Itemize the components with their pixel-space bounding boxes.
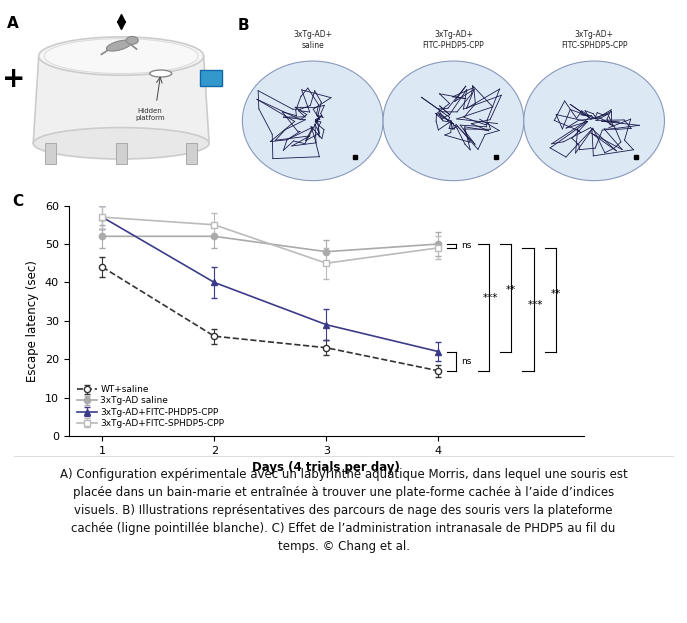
Ellipse shape [106,40,131,51]
Text: 3xTg-AD+
saline: 3xTg-AD+ saline [293,31,333,50]
Text: +: + [2,65,25,93]
Ellipse shape [150,70,172,77]
Legend: WT+saline, 3xTg-AD saline, 3xTg-AD+FITC-PHDP5-CPP, 3xTg-AD+FITC-SPHDP5-CPP: WT+saline, 3xTg-AD saline, 3xTg-AD+FITC-… [74,382,228,432]
Bar [115,143,126,164]
Bar [186,143,197,164]
Text: C: C [12,194,23,209]
Text: ns: ns [461,242,471,250]
Text: **: ** [506,285,516,295]
Polygon shape [33,56,209,143]
Y-axis label: Escape latency (sec): Escape latency (sec) [26,260,39,382]
Ellipse shape [33,128,209,159]
Text: **: ** [550,289,561,299]
Ellipse shape [38,37,203,75]
Text: 3xTg-AD+
FITC-SPHDP5-CPP: 3xTg-AD+ FITC-SPHDP5-CPP [561,31,627,50]
Ellipse shape [243,61,383,181]
Text: ns: ns [461,357,471,366]
Text: A: A [7,16,19,31]
Text: 3xTg-AD+
FITC-PHDP5-CPP: 3xTg-AD+ FITC-PHDP5-CPP [423,31,484,50]
X-axis label: Days (4 trials per day): Days (4 trials per day) [252,462,401,474]
Ellipse shape [126,37,138,44]
Bar [45,143,56,164]
Ellipse shape [44,39,198,74]
Text: ***: *** [528,300,543,310]
Text: A) Configuration expérimentale avec un labyrinthe aquatique Morris, dans lequel : A) Configuration expérimentale avec un l… [60,468,627,553]
Bar [201,70,223,86]
Text: Hidden
platform: Hidden platform [135,108,165,121]
Text: B: B [238,18,249,33]
Text: ***: *** [483,293,499,303]
Ellipse shape [523,61,664,181]
Ellipse shape [383,61,523,181]
